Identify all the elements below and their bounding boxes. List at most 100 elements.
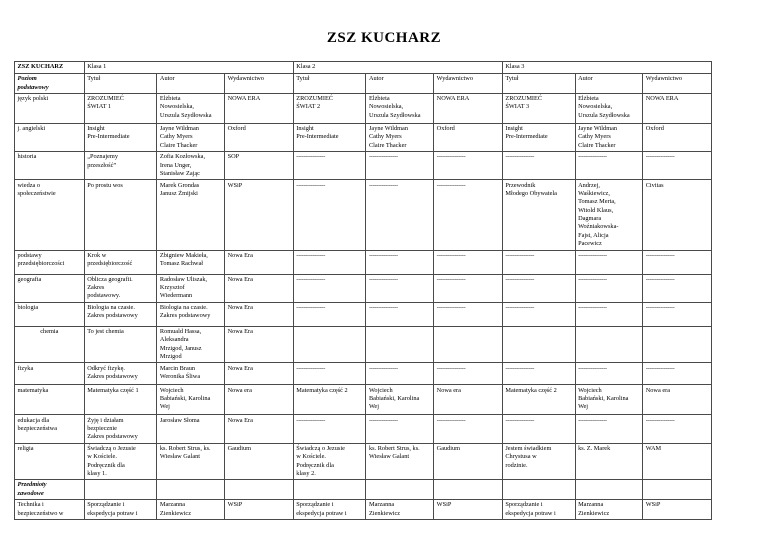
author-cell-1: Biologia na czasie. Zakres podstawowy [156,301,226,327]
author-cell-1: Jarosław Słoma [156,414,226,444]
publisher-cell-2: Nowa era [433,384,503,416]
title-cell-1: Krok w przedsiębiorczość [83,249,158,275]
textbook-table: ZSZ KUCHARZ Klasa 1 Klasa 2 Klasa 3 Poziom po… [14,61,713,521]
author-cell-2: Marzanna Zienkiewicz [365,499,435,521]
class-header-1: Klasa 1 [83,61,294,74]
title-cell-2: ---------------- [292,249,367,275]
publisher-cell-1: WSiP [224,179,294,251]
title-cell-1: ZROZUMIEĆ ŚWIAT 1 [83,92,158,124]
author-cell-1: Zbigniew Makieła, Tomasz Rachwał [156,249,226,275]
publisher-cell-2: ---------------- [433,249,503,275]
vocational-header-empty-cell [292,479,367,501]
vocational-header-empty-cell [365,479,435,501]
author-cell-1: Marzanna Zienkiewicz [156,499,226,521]
table-corner-label: ZSZ KUCHARZ [14,61,85,74]
textbook-table-container: ZSZ KUCHARZ Klasa 1 Klasa 2 Klasa 3 Poziom po… [14,61,713,521]
title-cell-1: To jest chemia [83,325,158,364]
column-header-1-publisher: Wydawnictwo [224,73,294,94]
table-row: religia Świadczą o Jezusie w Kościele. Podr… [14,442,712,481]
title-cell-3: ---------------- [501,362,576,386]
subject-cell: podstawy przedsiębiorczości [14,249,85,275]
subject-cell: j. angielski [14,122,85,153]
author-cell-1: Jayne Wildman Cathy Myers Claire Thacker [156,122,226,153]
title-cell-2: ---------------- [292,273,367,303]
title-cell-2 [292,325,367,364]
title-cell-3: ---------------- [501,249,576,275]
table-body: ZSZ KUCHARZ Klasa 1 Klasa 2 Klasa 3 Poziom po… [14,61,713,521]
publisher-cell-2: ---------------- [433,301,503,327]
title-cell-3: ---------------- [501,301,576,327]
table-header-row-classes: ZSZ KUCHARZ Klasa 1 Klasa 2 Klasa 3 [14,61,713,74]
author-cell-3: Wojciech Babiański, Karolina Wej [574,384,644,416]
title-cell-3 [501,325,576,364]
publisher-cell-3: Oxford [642,122,712,153]
vocational-section-label: Przedmioty zawodowe [14,479,85,501]
level-label: Poziom podstawowy [14,73,85,94]
author-cell-3 [574,325,644,364]
publisher-cell-1: Nowa Era [224,301,294,327]
author-cell-2 [365,325,435,364]
author-cell-3: Andrzej, Waśkiewicz, Tomasz Merta, Witold K… [574,179,644,251]
title-cell-2: ---------------- [292,301,367,327]
author-cell-1: Radosław Uliszak, Krzysztof Wiedermann [156,273,226,303]
author-cell-1: Elżbieta Nowosielska, Urszula Szydłowska [156,92,226,124]
publisher-cell-1: Nowa Era [224,414,294,444]
subject-cell: wiedza o społeczeństwie [14,179,85,251]
title-cell-2: ---------------- [292,414,367,444]
subject-cell: język polski [14,92,85,124]
author-cell-2: Jayne Wildman Cathy Myers Claire Thacker [365,122,435,153]
author-cell-3: Marzanna Zienkiewicz [574,499,644,521]
table-row: geografia Oblicza geografii. Zakres podstaw… [14,273,712,303]
publisher-cell-2: ---------------- [433,151,503,181]
author-cell-3: ---------------- [574,414,644,444]
publisher-cell-2: ---------------- [433,362,503,386]
vocational-header-empty-cell [574,479,644,501]
column-header-3-author: Autor [574,73,644,94]
table-row: fizyka Odkryć fizykę. Zakres podstawowy Mar… [14,362,712,386]
title-cell-3: Jestem świadkiem Chrystusa w rodzinie. [501,442,576,481]
publisher-cell-3 [642,325,712,364]
title-cell-3: Przewodnik Młodego Obywatela [501,179,576,251]
publisher-cell-3: ---------------- [642,249,712,275]
subject-cell: historia [14,151,85,181]
publisher-cell-1: Nowa Era [224,273,294,303]
author-cell-1: Wojciech Babiański, Karolina Wej [156,384,226,416]
table-row: matematyka Matematyka część 1 Wojciech Babi… [14,384,712,416]
vocational-header-empty-cell [501,479,576,501]
author-cell-3: ---------------- [574,249,644,275]
publisher-cell-2: ---------------- [433,179,503,251]
subject-cell: fizyka [14,362,85,386]
author-cell-3: ---------------- [574,273,644,303]
title-cell-2: ---------------- [292,179,367,251]
publisher-cell-1: SOP [224,151,294,181]
author-cell-1: Marek Grondas Janusz Żmijski [156,179,226,251]
publisher-cell-2 [433,325,503,364]
publisher-cell-2: WSiP [433,499,503,521]
table-row: edukacja dla bezpieczeństwa Żyję i działam… [14,414,712,444]
publisher-cell-3: Nowa era [642,384,712,416]
author-cell-2: ---------------- [365,179,435,251]
column-header-2-publisher: Wydawnictwo [433,73,503,94]
author-cell-2: ---------------- [365,273,435,303]
publisher-cell-3: Civitas [642,179,712,251]
title-cell-1: Sporządzanie i ekspedycja potraw i [83,499,158,521]
title-cell-1: Odkryć fizykę. Zakres podstawowy [83,362,158,386]
subject-cell: matematyka [14,384,85,416]
class-header-2: Klasa 2 [292,61,503,74]
vocational-header-empty-cell [83,479,158,501]
publisher-cell-1: Nowa Era [224,249,294,275]
title-cell-2: Sporządzanie i ekspedycja potraw i [292,499,367,521]
vocational-header-empty-cell [433,479,503,501]
subject-cell: biologia [14,301,85,327]
publisher-cell-1: NOWA ERA [224,92,294,124]
column-header-1-author: Autor [156,73,226,94]
author-cell-1: Marcin Braun Weronika Śliwa [156,362,226,386]
title-cell-1: Oblicza geografii. Zakres podstawowy. [83,273,158,303]
author-cell-1: ks. Robert Strus, ks. Wiesław Galant [156,442,226,481]
author-cell-2: ---------------- [365,249,435,275]
publisher-cell-1: Oxford [224,122,294,153]
publisher-cell-3: ---------------- [642,273,712,303]
publisher-cell-3: ---------------- [642,414,712,444]
table-row: historia „Poznajemy przeszłość” Zofia Kozło… [14,151,712,181]
page-title: ZSZ KUCHARZ [326,30,442,46]
